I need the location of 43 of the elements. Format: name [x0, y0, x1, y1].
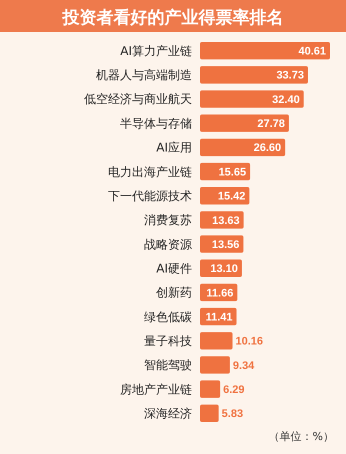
y-tick-label: 电力出海产业链 — [108, 164, 192, 179]
chart-title: 投资者看好的产业得票率排名 — [62, 8, 284, 28]
data-label: 13.10 — [210, 263, 238, 276]
bar — [200, 42, 330, 60]
y-tick-label: 低空经济与商业航天 — [84, 92, 192, 106]
bar — [200, 404, 219, 422]
data-label: 27.78 — [257, 118, 285, 130]
bar — [200, 138, 286, 156]
bar — [200, 66, 308, 84]
data-label: 32.40 — [272, 94, 300, 106]
bar — [200, 380, 220, 398]
y-tick-label: AI应用 — [156, 140, 192, 155]
data-label: 26.60 — [254, 142, 282, 154]
data-label: 40.61 — [298, 46, 326, 58]
y-tick-label: 下一代能源技术 — [108, 188, 192, 203]
y-tick-label: 消费复苏 — [144, 213, 192, 228]
y-tick-label: 创新药 — [156, 286, 192, 300]
bar — [200, 356, 230, 374]
y-tick-label: 智能驾驶 — [144, 358, 192, 372]
y-tick-label: 量子科技 — [144, 334, 192, 348]
data-label: 10.16 — [236, 336, 264, 348]
y-tick-label: AI硬件 — [156, 261, 192, 276]
data-label: 11.66 — [206, 287, 234, 300]
data-label: 15.42 — [218, 190, 246, 203]
data-label: 13.56 — [212, 238, 240, 251]
data-label: 6.29 — [223, 384, 245, 396]
data-label: 13.63 — [212, 214, 240, 227]
data-label: 15.65 — [218, 166, 246, 178]
y-tick-label: 房地产产业链 — [120, 382, 192, 396]
y-tick-label: 战略资源 — [144, 237, 192, 252]
data-label: 33.73 — [276, 70, 304, 82]
data-label: 11.41 — [206, 311, 233, 324]
bar — [200, 114, 289, 132]
y-tick-label: 绿色低碳 — [144, 310, 192, 324]
y-tick-label: 半导体与存储 — [120, 116, 192, 130]
bar — [200, 332, 233, 350]
text: （单位：%） — [268, 430, 334, 443]
y-tick-label: 机器人与高端制造 — [96, 68, 192, 82]
bar — [200, 90, 304, 108]
y-tick-label: 深海经济 — [144, 406, 192, 420]
data-label: 5.83 — [222, 408, 244, 420]
data-label: 9.34 — [232, 360, 256, 372]
y-tick-label: AI算力产业链 — [120, 44, 192, 58]
